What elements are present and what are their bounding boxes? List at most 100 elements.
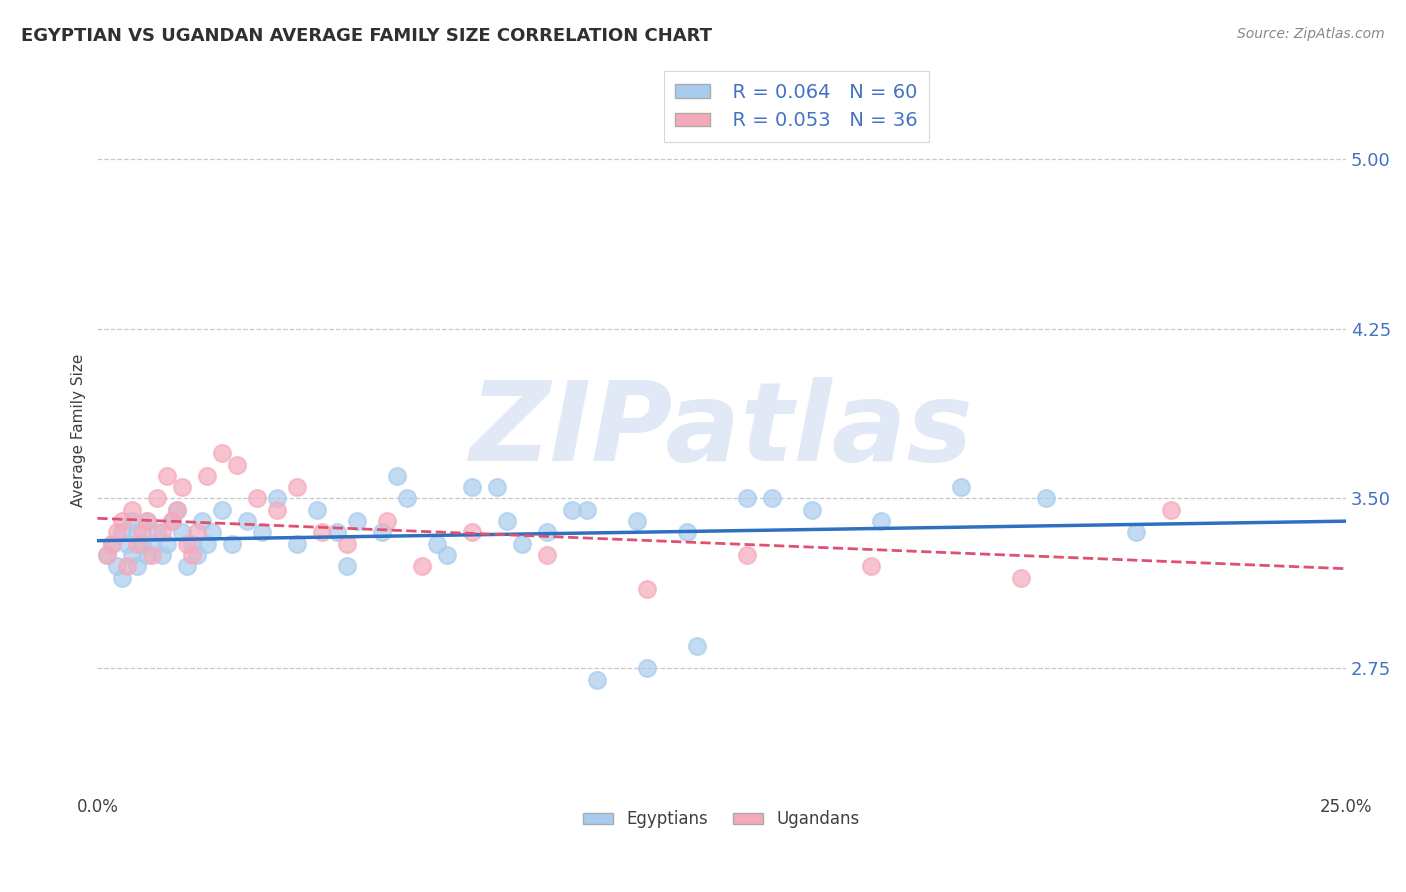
Point [226, 458, 249, 472]
Point [285, 480, 308, 494]
Point [141, 548, 163, 562]
Point [127, 559, 149, 574]
Point [1160, 503, 1182, 517]
Point [156, 537, 179, 551]
Point [266, 503, 288, 517]
Point [136, 548, 159, 562]
Point [411, 559, 433, 574]
Point [485, 480, 508, 494]
Point [101, 537, 124, 551]
Point [236, 514, 259, 528]
Point [146, 525, 169, 540]
Point [181, 548, 204, 562]
Point [136, 514, 159, 528]
Point [385, 468, 408, 483]
Point [735, 548, 758, 562]
Point [1010, 571, 1032, 585]
Point [1035, 491, 1057, 506]
Point [510, 537, 533, 551]
Point [461, 480, 484, 494]
Point [585, 673, 607, 687]
Point [675, 525, 697, 540]
Point [136, 514, 159, 528]
Point [307, 503, 329, 517]
Point [375, 514, 398, 528]
Text: Source: ZipAtlas.com: Source: ZipAtlas.com [1237, 27, 1385, 41]
Y-axis label: Average Family Size: Average Family Size [72, 354, 86, 508]
Point [105, 525, 128, 540]
Point [156, 468, 179, 483]
Point [266, 491, 288, 506]
Text: ZIPatlas: ZIPatlas [470, 377, 973, 484]
Point [371, 525, 394, 540]
Point [800, 503, 823, 517]
Point [127, 537, 149, 551]
Point [626, 514, 648, 528]
Point [105, 559, 128, 574]
Point [121, 548, 143, 562]
Point [246, 491, 269, 506]
Point [176, 537, 198, 551]
Text: EGYPTIAN VS UGANDAN AVERAGE FAMILY SIZE CORRELATION CHART: EGYPTIAN VS UGANDAN AVERAGE FAMILY SIZE … [21, 27, 711, 45]
Point [285, 537, 308, 551]
Point [117, 559, 139, 574]
Point [111, 525, 134, 540]
Point [561, 503, 583, 517]
Point [121, 514, 143, 528]
Point [111, 514, 134, 528]
Point [117, 537, 139, 551]
Point [186, 548, 208, 562]
Point [761, 491, 783, 506]
Point [111, 571, 134, 585]
Point [950, 480, 973, 494]
Point [211, 503, 233, 517]
Point [201, 525, 224, 540]
Point [636, 582, 658, 596]
Point [131, 525, 153, 540]
Point [141, 537, 163, 551]
Point [172, 480, 194, 494]
Point [211, 446, 233, 460]
Point [575, 503, 598, 517]
Point [186, 525, 208, 540]
Point [146, 491, 169, 506]
Point [195, 537, 218, 551]
Point [336, 537, 359, 551]
Legend: Egyptians, Ugandans: Egyptians, Ugandans [576, 804, 866, 835]
Point [250, 525, 273, 540]
Point [150, 525, 173, 540]
Point [496, 514, 519, 528]
Point [96, 548, 118, 562]
Point [162, 514, 184, 528]
Point [176, 559, 198, 574]
Point [735, 491, 758, 506]
Point [127, 525, 149, 540]
Point [336, 559, 359, 574]
Point [536, 548, 558, 562]
Point [150, 548, 173, 562]
Point [860, 559, 883, 574]
Point [685, 639, 707, 653]
Point [96, 548, 118, 562]
Point [1125, 525, 1147, 540]
Point [172, 525, 194, 540]
Point [346, 514, 368, 528]
Point [131, 537, 153, 551]
Point [162, 514, 184, 528]
Point [326, 525, 349, 540]
Point [121, 503, 143, 517]
Point [195, 468, 218, 483]
Point [101, 537, 124, 551]
Point [311, 525, 333, 540]
Point [426, 537, 449, 551]
Point [461, 525, 484, 540]
Point [191, 514, 214, 528]
Point [436, 548, 458, 562]
Point [221, 537, 243, 551]
Point [870, 514, 893, 528]
Point [166, 503, 188, 517]
Point [395, 491, 418, 506]
Point [536, 525, 558, 540]
Point [636, 661, 658, 675]
Point [181, 537, 204, 551]
